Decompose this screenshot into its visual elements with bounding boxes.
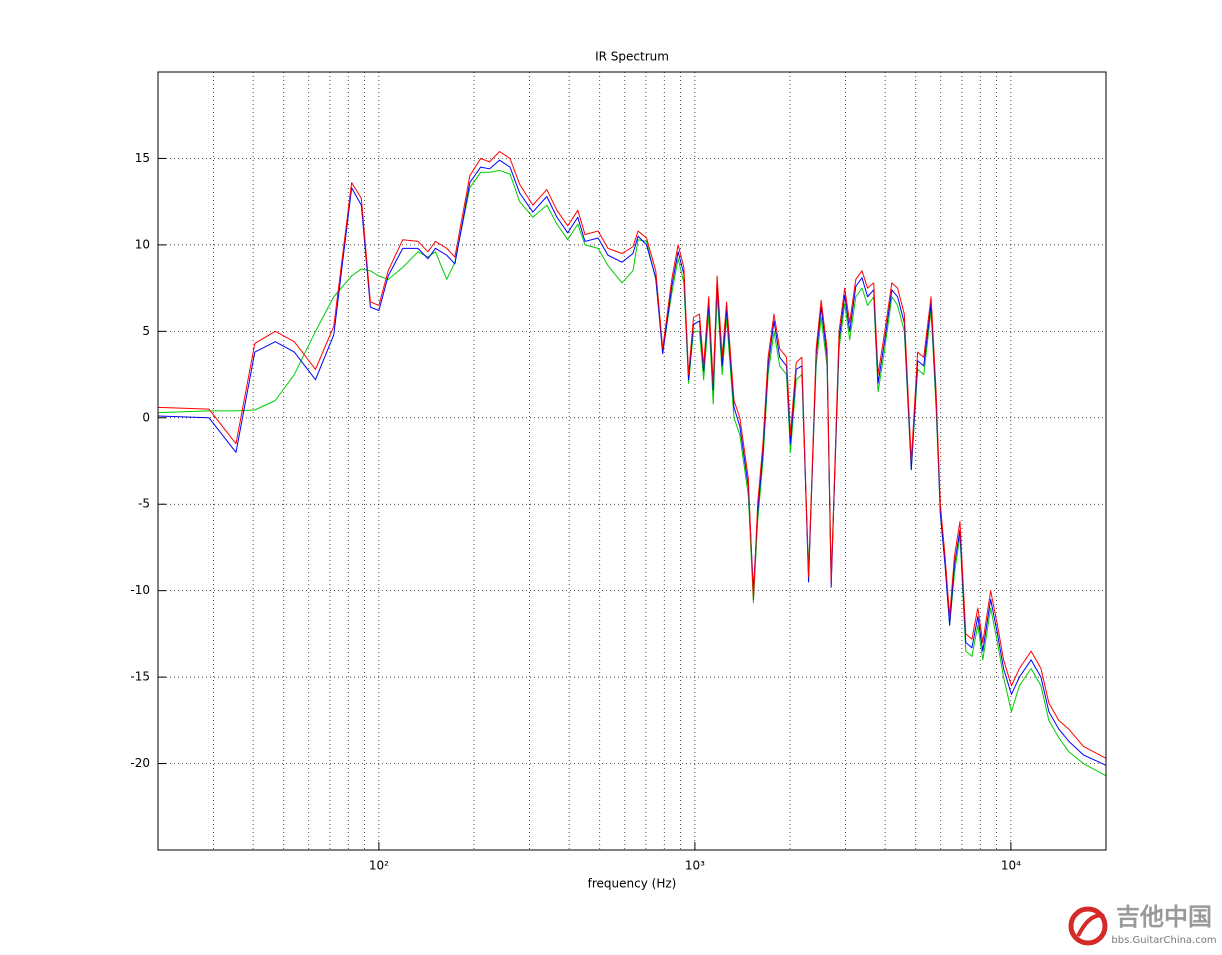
y-tick-label: 15 (135, 151, 150, 165)
plot-area (158, 72, 1106, 850)
watermark-logo (1068, 906, 1108, 946)
y-tick-label: -5 (138, 497, 150, 511)
chart-title: IR Spectrum (595, 50, 669, 64)
y-tick-label: -20 (130, 756, 150, 770)
x-tick-label: 10² (369, 859, 389, 873)
y-tick-label: -10 (130, 583, 150, 597)
y-tick-label: 10 (135, 237, 150, 251)
y-tick-label: 5 (142, 324, 150, 338)
x-axis-label: frequency (Hz) (588, 877, 677, 891)
x-tick-label: 10³ (685, 859, 705, 873)
y-tick-label: 0 (142, 410, 150, 424)
series-line (157, 151, 1107, 759)
watermark-url: bbs.GuitarChina.com (1111, 935, 1216, 946)
watermark-logo-swirl (1076, 913, 1105, 937)
watermark: 吉他中国 bbs.GuitarChina.com (1068, 903, 1217, 946)
watermark-brand: 吉他中国 (1116, 903, 1212, 931)
x-tick-label: 10⁴ (1001, 859, 1021, 873)
axes-box (157, 71, 1107, 851)
y-tick-label: -15 (130, 670, 150, 684)
